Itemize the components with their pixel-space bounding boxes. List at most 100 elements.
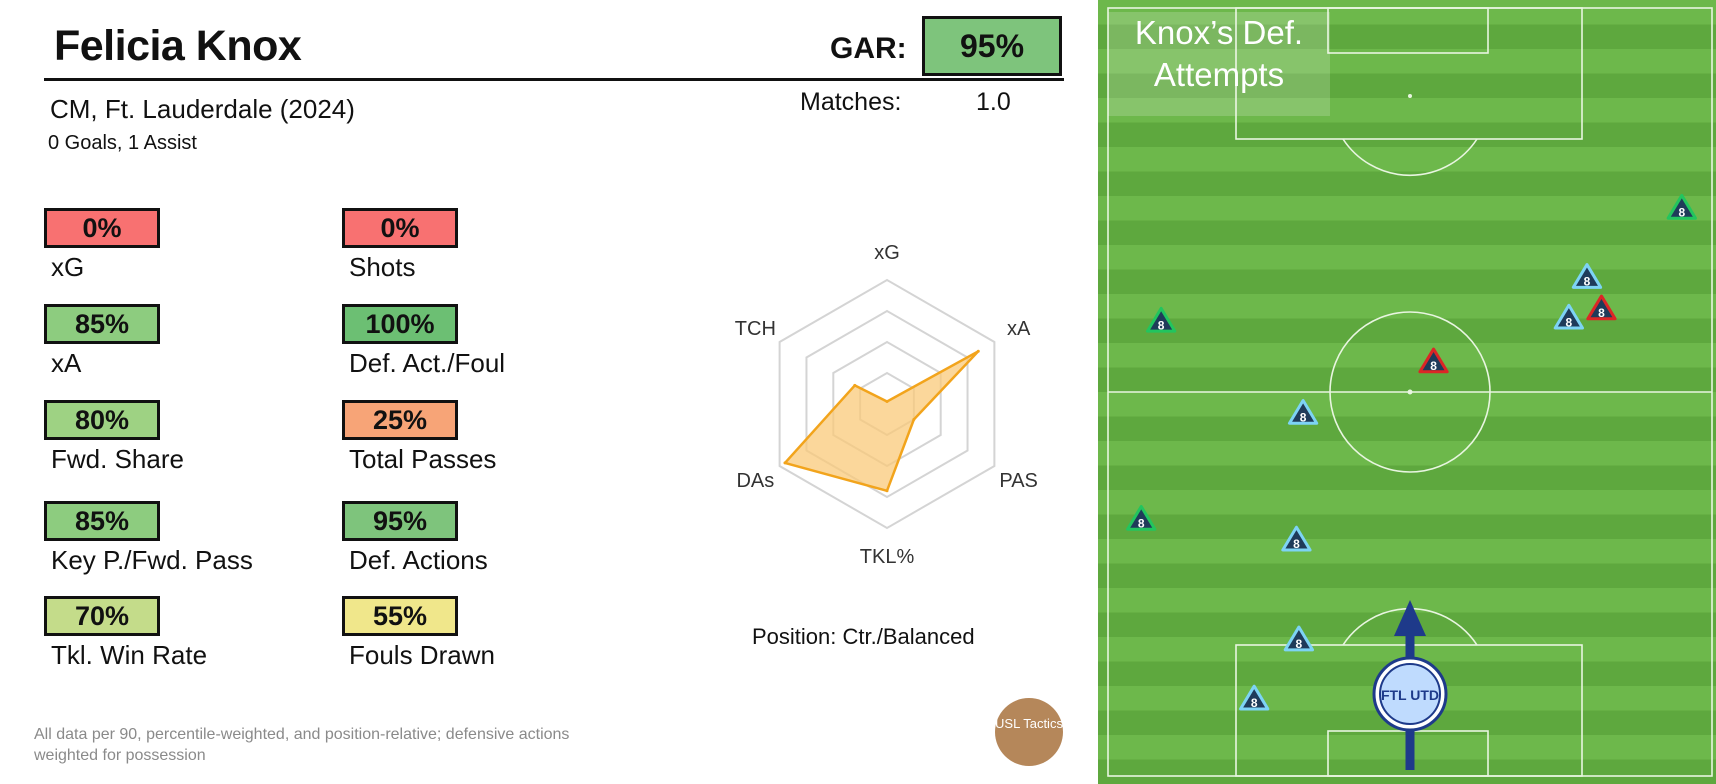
- def-attempt-marker: [1553, 303, 1585, 330]
- center-spot: [1407, 389, 1413, 395]
- radar-point-pas: [912, 418, 916, 421]
- radar-point-tkl%: [885, 489, 889, 493]
- pitch-stripe: [1098, 490, 1716, 515]
- goals-assists: 0 Goals, 1 Assist: [48, 132, 197, 154]
- def-attempt-marker: [1239, 684, 1270, 711]
- def-attempt-4: 8: [1146, 306, 1177, 333]
- header-rule: [44, 78, 1064, 81]
- badge-inner: [1379, 663, 1441, 725]
- pitch-stripe: [1098, 441, 1716, 466]
- metric-label-7: Def. Actions: [349, 545, 488, 575]
- top-penalty-arc: [1342, 138, 1478, 177]
- radar-series: [783, 350, 980, 493]
- metric-value-6: 85%: [44, 501, 160, 541]
- pitch-stripe: [1098, 0, 1716, 25]
- position-team: CM, Ft. Lauderdale (2024): [50, 94, 355, 124]
- def-attempt-2: 8: [1553, 303, 1585, 330]
- def-attempt-marker: [1586, 294, 1617, 321]
- metric-label-6: Key P./Fwd. Pass: [51, 545, 253, 575]
- def-attempt-label: 8: [1158, 318, 1165, 332]
- metric-value-3: 100%: [342, 304, 458, 344]
- radar-chart: xG xA PAS TKL% DAs TCH: [735, 242, 1038, 568]
- def-attempt-marker: [1126, 504, 1157, 531]
- metric-label-2: xA: [51, 348, 82, 378]
- radar-axis-label-2: PAS: [999, 470, 1038, 492]
- def-attempt-marker: [1283, 625, 1315, 652]
- pitch-stripe: [1098, 196, 1716, 221]
- team-badge: FTL UTD: [1372, 656, 1448, 732]
- def-attempt-label: 8: [1296, 637, 1303, 651]
- metric-label-4: Fwd. Share: [51, 444, 184, 474]
- footnote: All data per 90, percentile-weighted, an…: [34, 726, 570, 764]
- top-goal-area: [1327, 7, 1489, 54]
- radar-point-xg: [885, 400, 889, 404]
- radar-point-xa: [976, 349, 980, 353]
- def-attempt-label: 8: [1293, 537, 1300, 551]
- player-card: Felicia Knox GAR: 95% CM, Ft. Lauderdale…: [34, 16, 1064, 766]
- def-attempt-10: 8: [1239, 684, 1270, 711]
- def-attempt-label: 8: [1598, 306, 1605, 320]
- metric-label-0: xG: [51, 252, 85, 282]
- def-attempt-9: 8: [1283, 625, 1315, 652]
- radar-point-das: [783, 461, 787, 465]
- metric-value-2: 85%: [44, 304, 160, 344]
- def-attempt-8: 8: [1281, 525, 1312, 552]
- metric-value-1: 0%: [342, 208, 458, 248]
- radar-axis-label-1: xA: [1007, 318, 1031, 340]
- def-attempt-1: 8: [1571, 263, 1603, 289]
- metric-value-0: 0%: [44, 208, 160, 248]
- def-attempt-3: 8: [1586, 294, 1617, 321]
- metric-value-9: 55%: [342, 596, 458, 636]
- top-penalty-spot: [1408, 94, 1412, 98]
- def-attempt-label: 8: [1430, 359, 1437, 373]
- metric-value-7: 95%: [342, 501, 458, 541]
- position-caption: Position: Ctr./Balanced: [752, 624, 975, 649]
- attack-direction-arrowhead: [1394, 600, 1426, 636]
- metric-label-3: Def. Act./Foul: [349, 348, 506, 378]
- pitch-stripe: [1098, 294, 1716, 319]
- def-attempt-label: 8: [1566, 315, 1573, 329]
- metric-label-9: Fouls Drawn: [349, 640, 495, 670]
- radar-axis-label-3: TKL%: [860, 546, 915, 568]
- def-attempt-marker: [1281, 525, 1312, 552]
- def-attempt-label: 8: [1584, 275, 1591, 289]
- radar-ring-4: [778, 278, 996, 530]
- def-attempt-7: 8: [1126, 504, 1157, 531]
- badge-text: FTL UTD: [1381, 687, 1439, 703]
- center-circle: [1329, 311, 1491, 473]
- gar-label: GAR:: [830, 32, 907, 65]
- metric-label-8: Tkl. Win Rate: [51, 640, 208, 670]
- def-attempt-5: 8: [1418, 347, 1449, 374]
- radar-axis-label-4: DAs: [736, 470, 774, 492]
- pitch-stripe: [1098, 98, 1716, 123]
- gar-value: 95%: [922, 16, 1062, 76]
- def-attempt-label: 8: [1251, 696, 1258, 710]
- def-attempt-marker: [1146, 306, 1177, 333]
- radar-point-tch: [853, 383, 857, 387]
- radar-axis-label-0: xG: [874, 242, 900, 264]
- def-attempt-label: 8: [1678, 205, 1685, 219]
- def-attempt-0: 8: [1666, 193, 1697, 220]
- def-attempt-label: 8: [1300, 411, 1307, 425]
- pitch-stripe: [1098, 539, 1716, 564]
- pitch-chart: FTL UTD 8 8 8 8 8 8 8 8 8 8 8: [1098, 0, 1716, 784]
- metric-value-4: 80%: [44, 400, 160, 440]
- def-attempt-6: 8: [1287, 399, 1319, 425]
- def-attempt-label: 8: [1138, 516, 1145, 530]
- radar-axis-label-5: TCH: [735, 318, 776, 340]
- player-name: Felicia Knox: [54, 22, 302, 70]
- metric-label-5: Total Passes: [349, 444, 497, 474]
- metric-value-8: 70%: [44, 596, 160, 636]
- pitch-stripe: [1098, 147, 1716, 172]
- def-attempt-marker: [1418, 347, 1449, 374]
- def-attempt-marker: [1571, 263, 1603, 289]
- metric-value-5: 25%: [342, 400, 458, 440]
- pitch-stripe: [1098, 245, 1716, 270]
- def-attempt-marker: [1287, 399, 1319, 425]
- usl-tactics-logo: USL Tactics: [995, 698, 1063, 766]
- pitch-stripe: [1098, 392, 1716, 417]
- metric-label-1: Shots: [349, 252, 416, 282]
- matches-label: Matches:: [800, 88, 902, 116]
- pitch-title: Knox’s Def. Attempts: [1108, 12, 1330, 116]
- pitch-stripe: [1098, 343, 1716, 368]
